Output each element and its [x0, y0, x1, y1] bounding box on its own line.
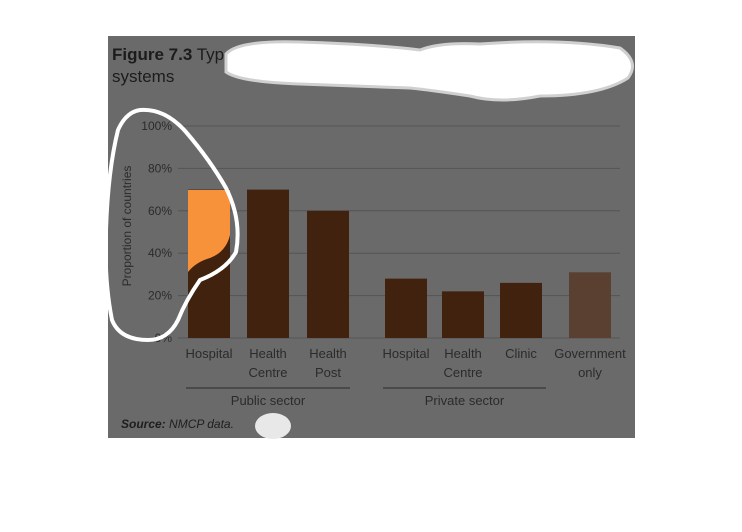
bar — [442, 291, 484, 338]
figure-number: Figure 7.3 — [112, 45, 193, 64]
x-tick-label: Post — [315, 365, 341, 380]
source-label: Source: — [121, 417, 166, 431]
source-note: Source: NMCP data. — [121, 417, 234, 431]
x-tick-label: Hospital — [383, 346, 430, 361]
bar — [247, 189, 289, 338]
y-axis-label: Proportion of countries — [120, 166, 134, 287]
bar-highlight — [188, 190, 230, 272]
x-tick-label: Centre — [443, 365, 482, 380]
y-tick-label: 80% — [148, 161, 172, 175]
redaction-outline — [103, 107, 240, 343]
group-label: Public sector — [231, 393, 306, 408]
x-tick-label: Government — [554, 346, 626, 361]
redaction-blob — [224, 40, 634, 102]
x-tick-label: Health — [309, 346, 347, 361]
group-label: Private sector — [425, 393, 505, 408]
source-text: NMCP data. — [169, 417, 234, 431]
redaction-dot — [255, 413, 291, 439]
x-tick-label: Health — [444, 346, 482, 361]
y-tick-label: 40% — [148, 246, 172, 260]
x-tick-label: only — [578, 365, 602, 380]
bar — [569, 272, 611, 338]
x-tick-label: Clinic — [505, 346, 537, 361]
x-tick-label: Hospital — [186, 346, 233, 361]
y-tick-label: 100% — [141, 119, 172, 133]
y-tick-label: 20% — [148, 289, 172, 303]
bar — [307, 210, 349, 338]
y-tick-label: 60% — [148, 204, 172, 218]
bar — [500, 282, 542, 338]
x-tick-label: Centre — [248, 365, 287, 380]
bar — [385, 278, 427, 338]
x-tick-label: Health — [249, 346, 287, 361]
